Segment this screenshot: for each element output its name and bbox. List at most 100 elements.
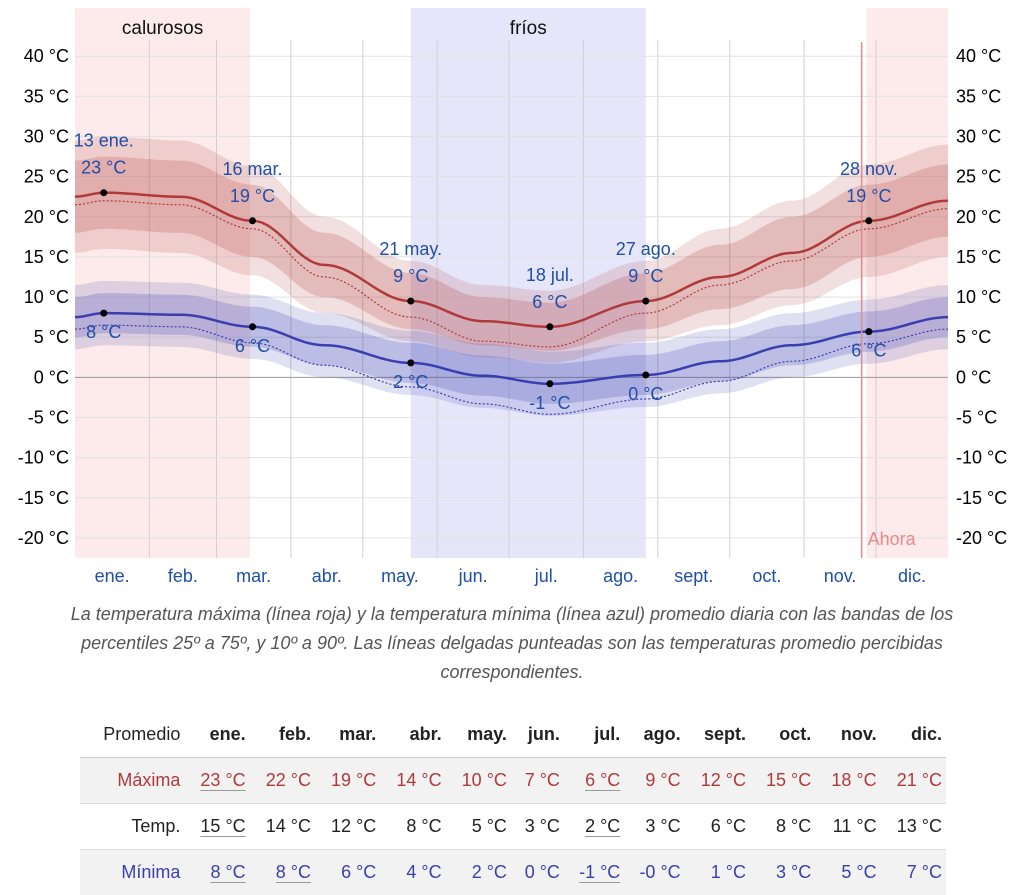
table-cell: 23 °C — [184, 758, 249, 804]
table-cell: 19 °C — [315, 758, 380, 804]
table-month-header: mar. — [315, 712, 380, 758]
table-cell: 10 °C — [446, 758, 511, 804]
y-tick-label-right: 35 °C — [956, 86, 1001, 106]
month-label: jul. — [534, 566, 558, 586]
table-month-header: ene. — [184, 712, 249, 758]
row-label: Mínima — [80, 850, 184, 895]
annotation-value: 9 °C — [393, 266, 428, 286]
y-tick-label-right: -15 °C — [956, 488, 1007, 508]
y-tick-label-left: 10 °C — [24, 287, 69, 307]
table-cell: 7 °C — [881, 850, 946, 895]
annotation-value: 19 °C — [846, 186, 891, 206]
table-cell: 11 °C — [815, 804, 880, 850]
annotation-date: 21 may. — [379, 239, 442, 259]
annotation-point — [407, 359, 414, 366]
table-cell: -0 °C — [624, 850, 684, 895]
table-cell: 1 °C — [685, 850, 750, 895]
y-tick-label-right: 40 °C — [956, 46, 1001, 66]
table-cell: 12 °C — [685, 758, 750, 804]
month-label: nov. — [824, 566, 857, 586]
table-cell: 8 °C — [750, 804, 815, 850]
table-cell: 18 °C — [815, 758, 880, 804]
annotation-point — [865, 328, 872, 335]
table-month-header: may. — [446, 712, 511, 758]
table-month-header: sept. — [685, 712, 750, 758]
annotation-point — [100, 310, 107, 317]
annotation-value: -1 °C — [529, 393, 570, 413]
month-label: ago. — [603, 566, 638, 586]
y-tick-label-left: 30 °C — [24, 126, 69, 146]
table-month-header: ago. — [624, 712, 684, 758]
annotation-point — [546, 323, 553, 330]
table-cell: 14 °C — [250, 804, 315, 850]
table-cell: 5 °C — [446, 804, 511, 850]
annotation-value: 19 °C — [230, 186, 275, 206]
y-tick-label-left: 25 °C — [24, 167, 69, 187]
month-label: mar. — [236, 566, 271, 586]
table-cell: 8 °C — [250, 850, 315, 895]
now-label: Ahora — [868, 529, 917, 549]
y-tick-label-left: -15 °C — [18, 488, 69, 508]
month-label: abr. — [312, 566, 342, 586]
table-cell: 6 °C — [564, 758, 624, 804]
table-cell: 5 °C — [815, 850, 880, 895]
y-tick-label-left: -10 °C — [18, 448, 69, 468]
annotation-date: 28 nov. — [840, 159, 898, 179]
y-tick-label-right: -20 °C — [956, 528, 1007, 548]
annotation-point — [249, 217, 256, 224]
table-month-header: nov. — [815, 712, 880, 758]
y-tick-label-left: -5 °C — [28, 407, 69, 427]
annotation-value: 9 °C — [628, 266, 663, 286]
annotation-value: 23 °C — [81, 158, 126, 178]
table-cell: 2 °C — [564, 804, 624, 850]
table-cell: 3 °C — [624, 804, 684, 850]
annotation-value: 6 °C — [532, 292, 567, 312]
row-label: Temp. — [80, 804, 184, 850]
chart-caption: La temperatura máxima (línea roja) y la … — [30, 600, 994, 687]
table-cell: 14 °C — [380, 758, 445, 804]
table-cell: 2 °C — [446, 850, 511, 895]
annotation-value: 6 °C — [851, 341, 886, 361]
month-label: oct. — [752, 566, 781, 586]
table-cell: 8 °C — [380, 804, 445, 850]
annotation-point — [546, 380, 553, 387]
annotation-date: 16 mar. — [222, 159, 282, 179]
y-tick-label-right: -10 °C — [956, 448, 1007, 468]
table-month-header: jun. — [511, 712, 564, 758]
annotation-value: 6 °C — [235, 336, 270, 356]
table-month-header: abr. — [380, 712, 445, 758]
y-tick-label-right: 20 °C — [956, 207, 1001, 227]
annotation-point — [642, 298, 649, 305]
table-cell: -1 °C — [564, 850, 624, 895]
annotation-date: 18 jul. — [526, 265, 574, 285]
table-cell: 9 °C — [624, 758, 684, 804]
table-cell: 6 °C — [315, 850, 380, 895]
row-label: Máxima — [80, 758, 184, 804]
y-tick-label-left: 0 °C — [34, 367, 69, 387]
annotation-value: 8 °C — [86, 322, 121, 342]
annotation-date: 13 ene. — [74, 131, 134, 151]
table-cell: 3 °C — [511, 804, 564, 850]
month-label: ene. — [95, 566, 130, 586]
month-label: jun. — [458, 566, 488, 586]
table-month-header: oct. — [750, 712, 815, 758]
table-cell: 4 °C — [380, 850, 445, 895]
month-label: feb. — [168, 566, 198, 586]
annotation-point — [100, 189, 107, 196]
table-cell: 3 °C — [750, 850, 815, 895]
table-cell: 12 °C — [315, 804, 380, 850]
y-tick-label-right: 15 °C — [956, 247, 1001, 267]
monthly-summary-table: Promedio ene. feb. mar. abr. may. jun. j… — [80, 712, 946, 895]
table-month-header: jul. — [564, 712, 624, 758]
y-tick-label-left: 15 °C — [24, 247, 69, 267]
month-label: may. — [381, 566, 419, 586]
y-tick-label-right: 25 °C — [956, 167, 1001, 187]
y-tick-label-right: -5 °C — [956, 407, 997, 427]
table-header-label: Promedio — [80, 712, 184, 758]
table-month-header: dic. — [881, 712, 946, 758]
table-month-header: feb. — [250, 712, 315, 758]
annotation-point — [407, 298, 414, 305]
table-cell: 13 °C — [881, 804, 946, 850]
